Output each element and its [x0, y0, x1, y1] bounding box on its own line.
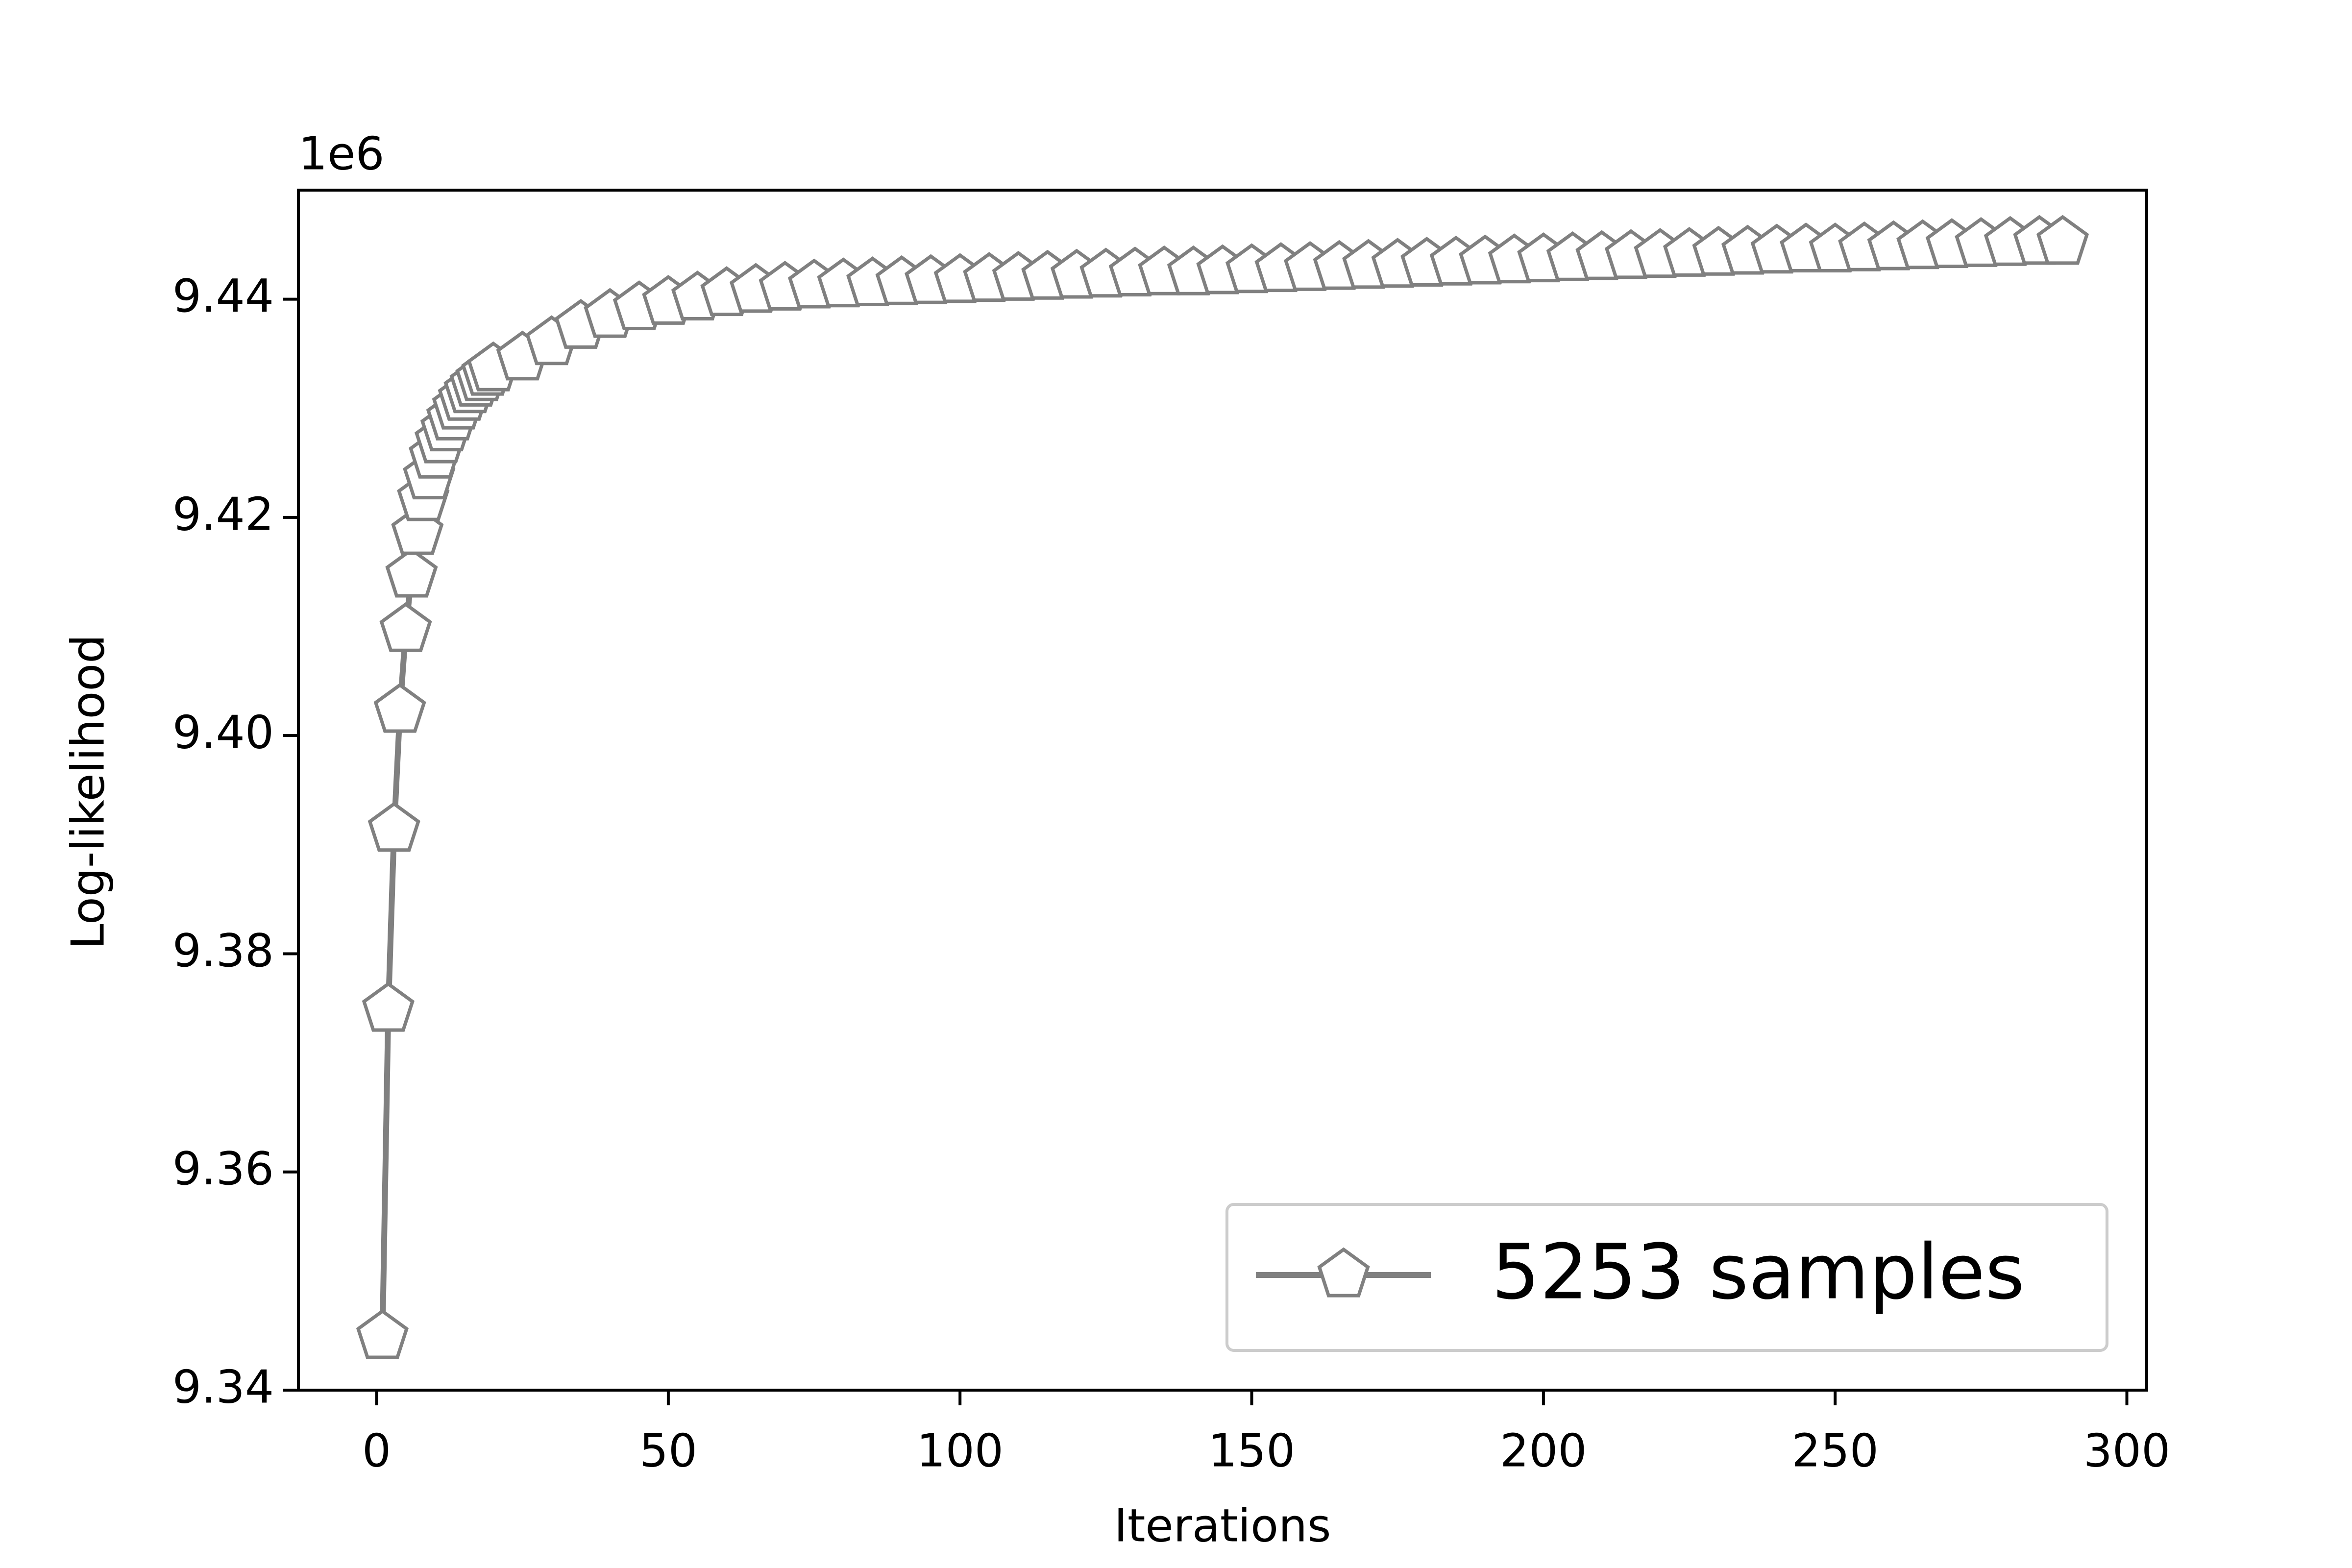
- x-tick-label: 50: [639, 1424, 697, 1477]
- y-tick-label: 9.42: [172, 488, 274, 540]
- y-tick-label: 9.38: [172, 924, 274, 977]
- plot-frame: [297, 189, 2148, 1392]
- x-tick-label: 250: [1791, 1424, 1879, 1477]
- x-tick-label: 100: [916, 1424, 1004, 1477]
- x-tick-label: 150: [1208, 1424, 1296, 1477]
- y-tick-label: 9.44: [172, 270, 274, 322]
- offset-label: 1e6: [298, 127, 385, 180]
- point-marker: [373, 683, 426, 733]
- x-tick-label: 0: [362, 1424, 391, 1477]
- y-tick-label: 9.36: [172, 1142, 274, 1195]
- legend-label: 5253 samples: [1492, 1227, 2025, 1316]
- point-marker: [356, 1309, 409, 1359]
- y-tick-label: 9.40: [172, 706, 274, 759]
- x-tick-label: 200: [1500, 1424, 1587, 1477]
- point-marker: [2036, 215, 2089, 265]
- y-axis-label: Log-likelihood: [61, 635, 114, 950]
- point-marker: [385, 547, 438, 598]
- y-tick-label: 9.34: [172, 1360, 274, 1413]
- point-marker: [362, 981, 415, 1032]
- x-axis-label: Iterations: [1114, 1499, 1331, 1552]
- point-marker: [379, 602, 432, 652]
- point-marker: [368, 802, 420, 852]
- legend-box: [1225, 1203, 2108, 1352]
- x-tick-label: 300: [2083, 1424, 2171, 1477]
- legend-marker: [1317, 1247, 1370, 1298]
